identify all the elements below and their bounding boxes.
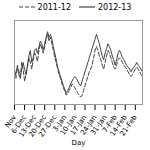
svg-text:10-Jan: 10-Jan: [58, 113, 79, 137]
svg-text:Nov: Nov: [3, 113, 18, 130]
svg-text:Day: Day: [72, 139, 86, 147]
svg-text:31-Jan: 31-Jan: [89, 113, 109, 137]
svg-text:6-Dec: 6-Dec: [9, 113, 28, 135]
html-text:2012-13: 2012-13: [98, 2, 132, 12]
svg-text:14-Feb: 14-Feb: [108, 113, 129, 138]
svg-text:27-Dec: 27-Dec: [37, 113, 59, 139]
svg-text:20-Dec: 20-Dec: [27, 113, 49, 139]
html-text:2011-12: 2011-12: [37, 2, 71, 12]
svg-text:7-Feb: 7-Feb: [101, 113, 119, 135]
svg-text:21-Feb: 21-Feb: [119, 113, 140, 138]
svg-text:17-Jan: 17-Jan: [68, 113, 89, 137]
svg-text:13-Dec: 13-Dec: [17, 113, 39, 139]
svg-text:24-Jan: 24-Jan: [79, 113, 99, 137]
svg-text:3-Jan: 3-Jan: [51, 113, 69, 134]
